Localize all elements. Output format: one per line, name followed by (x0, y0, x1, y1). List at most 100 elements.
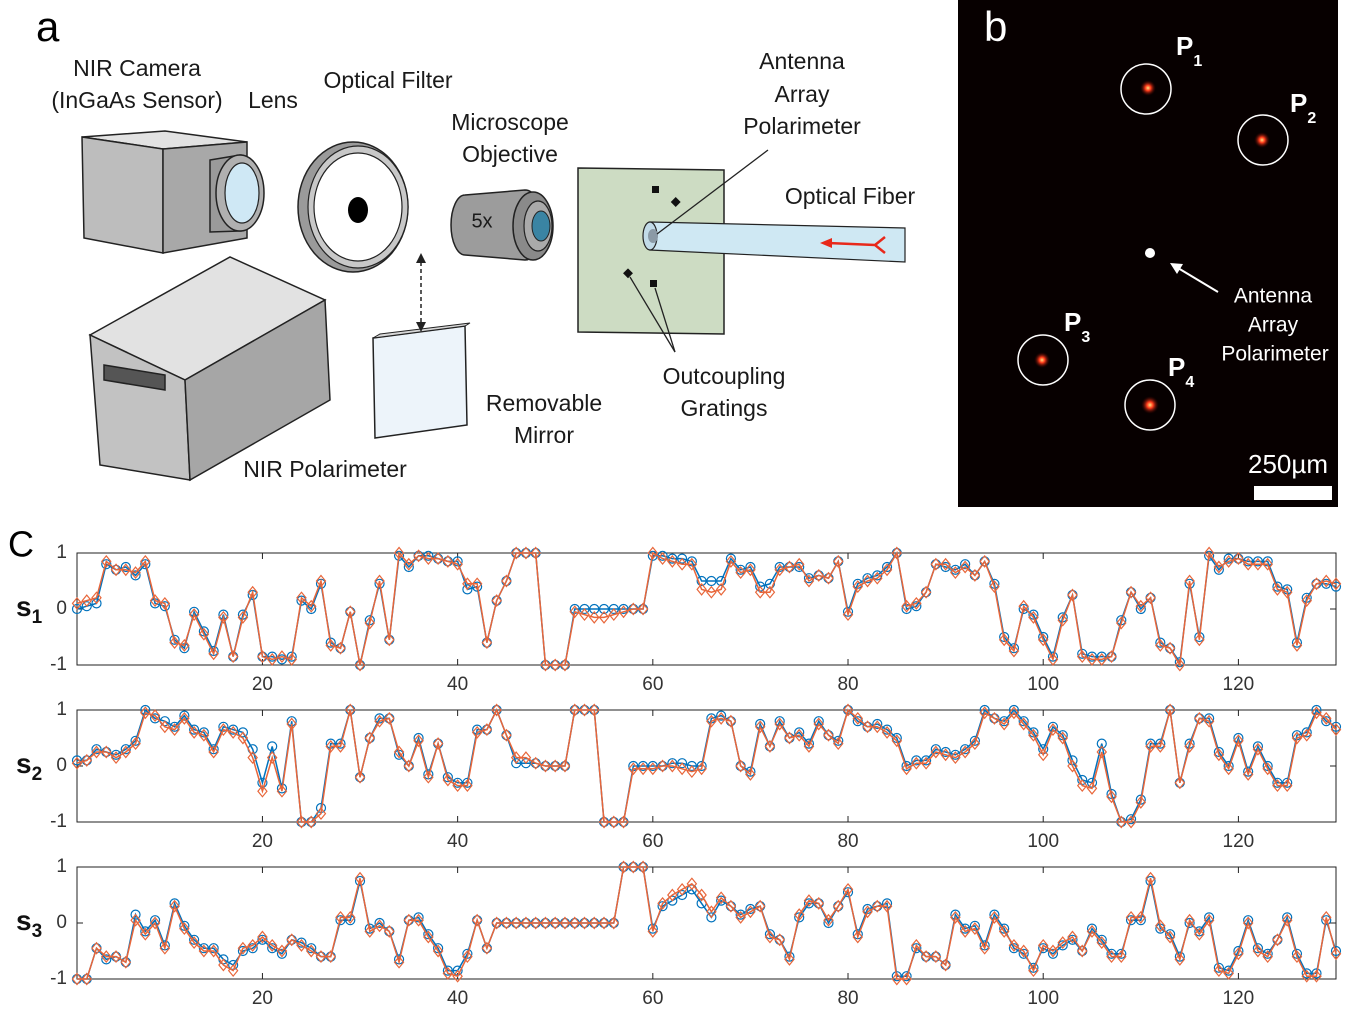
marker (1155, 739, 1166, 753)
marker (335, 915, 346, 926)
marker (71, 756, 83, 770)
marker (1106, 948, 1117, 959)
label: Polarimeter (1221, 343, 1328, 366)
marker (598, 916, 610, 930)
marker (608, 608, 620, 622)
marker (1301, 727, 1312, 738)
spot-label: P1 (1176, 31, 1202, 70)
marker (1213, 564, 1224, 575)
marker (1067, 930, 1078, 944)
marker (481, 941, 493, 955)
marker (588, 610, 600, 624)
marker (1047, 651, 1059, 662)
marker (159, 720, 171, 734)
y-axis-label: s1 (16, 591, 43, 628)
marker (1116, 815, 1127, 829)
marker (237, 941, 249, 955)
marker (1311, 706, 1322, 720)
marker (784, 952, 795, 966)
marker (881, 561, 893, 573)
marker (501, 574, 512, 588)
marker (110, 950, 122, 964)
marker (1184, 578, 1195, 589)
marker (491, 916, 502, 930)
marker (901, 971, 912, 982)
marker (979, 941, 990, 955)
marker (1057, 940, 1068, 951)
marker (588, 916, 600, 930)
marker (462, 950, 473, 964)
marker (1086, 924, 1098, 938)
label: Polarimeter (743, 113, 861, 139)
marker (1116, 616, 1127, 630)
y-tick-label: 0 (56, 912, 67, 933)
marker (1330, 577, 1342, 591)
marker (208, 744, 219, 755)
marker (832, 899, 844, 913)
marker (784, 951, 795, 962)
marker (930, 744, 941, 755)
marker (296, 591, 307, 605)
marker (1047, 652, 1059, 666)
marker (423, 552, 434, 566)
marker (1096, 652, 1108, 666)
marker (677, 553, 688, 564)
marker (950, 751, 961, 765)
marker (1028, 728, 1039, 742)
marker (725, 899, 737, 913)
marker (989, 711, 1000, 725)
marker (1320, 910, 1332, 924)
marker (1213, 962, 1224, 973)
spot-label: P4 (1168, 352, 1194, 391)
marker (1164, 641, 1176, 655)
marker (1174, 776, 1186, 790)
marker (1321, 716, 1332, 727)
marker (628, 602, 639, 616)
label: Array (775, 81, 830, 107)
marker (1213, 748, 1225, 762)
marker (393, 550, 405, 561)
marker (247, 585, 258, 599)
marker (198, 626, 209, 637)
marker (1164, 703, 1176, 717)
marker (354, 658, 366, 672)
marker (188, 936, 200, 950)
marker (208, 645, 219, 657)
marker (637, 602, 649, 616)
spot-ring (1237, 114, 1289, 166)
marker (628, 860, 639, 874)
marker (1291, 731, 1303, 745)
marker (735, 759, 746, 773)
marker (325, 638, 337, 652)
marker (1164, 930, 1176, 944)
marker (1096, 936, 1108, 950)
marker (471, 725, 483, 739)
label: Optical Fiber (785, 183, 916, 209)
x-tick-label: 40 (447, 988, 468, 1009)
callout (656, 149, 769, 235)
marker (930, 745, 942, 759)
marker (423, 929, 434, 940)
marker (764, 578, 776, 589)
marker (667, 758, 678, 769)
marker (1320, 574, 1332, 588)
marker (1125, 815, 1137, 829)
marker (637, 762, 649, 776)
marker (754, 720, 766, 734)
y-tick-label: -1 (50, 811, 67, 832)
marker (1174, 952, 1186, 966)
marker (179, 638, 190, 652)
marker (1008, 706, 1020, 720)
marker (179, 922, 190, 936)
marker (179, 920, 190, 931)
spot-label: P2 (1290, 88, 1316, 127)
label: NIR Polarimeter (243, 456, 407, 482)
marker (559, 658, 571, 672)
marker (423, 930, 434, 944)
marker (179, 710, 190, 721)
marker (1301, 968, 1312, 979)
marker (745, 767, 756, 781)
marker (696, 582, 707, 596)
